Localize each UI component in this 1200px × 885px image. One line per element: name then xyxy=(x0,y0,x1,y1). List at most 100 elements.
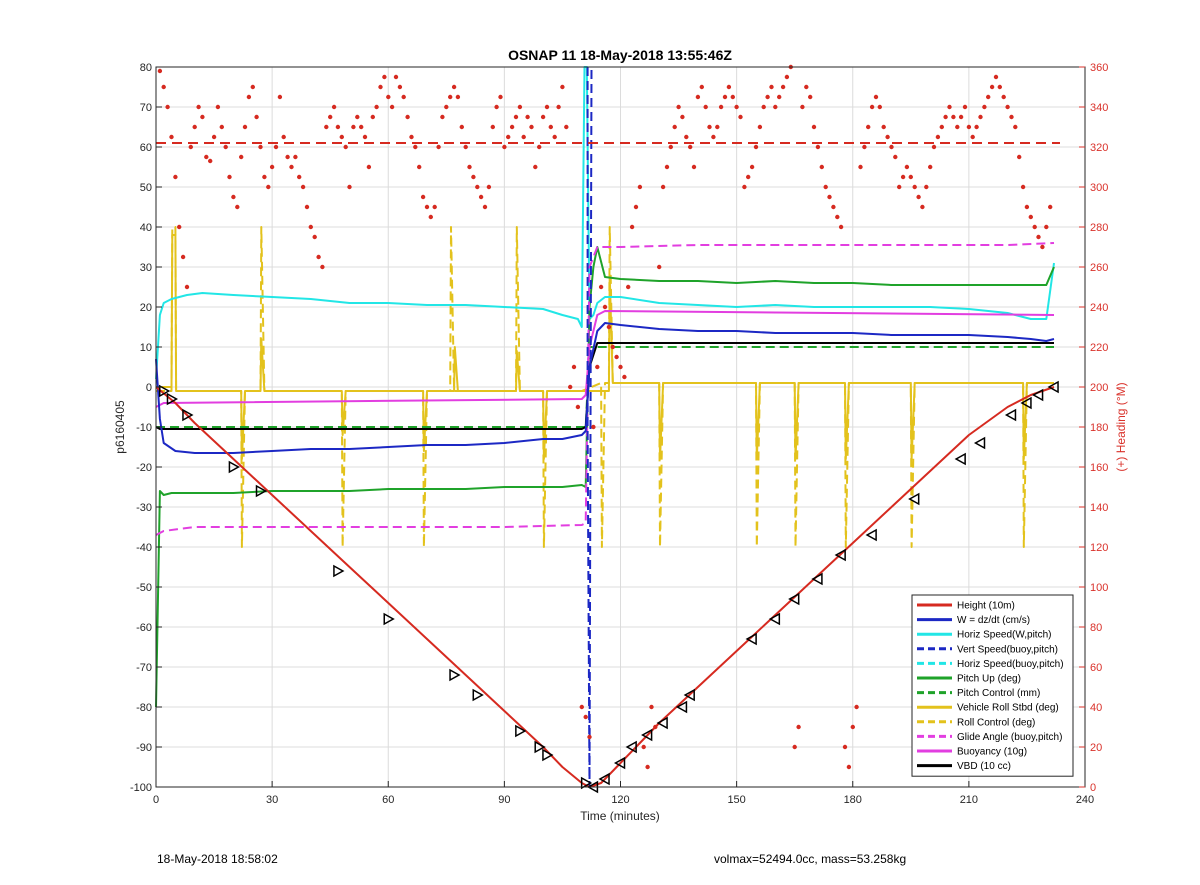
height-marker xyxy=(625,740,637,754)
heading-point xyxy=(262,174,267,180)
heading-point xyxy=(308,224,313,230)
height-marker xyxy=(534,740,546,754)
heading-point xyxy=(409,134,414,140)
heading-point xyxy=(196,104,201,110)
y-right-tick-label: 180 xyxy=(1090,422,1108,434)
x-tick-label: 0 xyxy=(153,794,159,806)
heading-point xyxy=(838,224,844,230)
heading-point xyxy=(463,144,468,150)
heading-point xyxy=(889,144,894,150)
heading-point xyxy=(749,164,755,170)
heading-point xyxy=(598,284,604,290)
legend-label: Vehicle Roll Stbd (deg) xyxy=(957,703,1059,714)
heading-point xyxy=(1024,204,1030,210)
heading-point xyxy=(417,164,422,170)
heading-point xyxy=(211,134,217,140)
heading-point xyxy=(916,194,921,200)
heading-point xyxy=(986,94,991,100)
heading-point xyxy=(467,164,472,170)
y-right-tick-label: 60 xyxy=(1090,662,1102,674)
heading-point xyxy=(320,264,325,270)
heading-point xyxy=(974,124,979,130)
heading-point xyxy=(664,164,670,170)
heading-points xyxy=(156,64,1060,770)
heading-point xyxy=(734,104,739,110)
heading-point xyxy=(900,174,906,180)
heading-point xyxy=(808,94,813,100)
heading-point xyxy=(947,104,952,110)
y-right-tick-label: 200 xyxy=(1090,382,1108,394)
legend-label: Buoyancy (10g) xyxy=(957,747,1027,758)
heading-point xyxy=(595,364,600,370)
heading-point xyxy=(939,124,944,130)
heading-point xyxy=(614,354,619,360)
heading-point xyxy=(765,94,770,100)
heading-point xyxy=(266,184,271,190)
heading-point xyxy=(432,204,437,210)
heading-point xyxy=(657,264,662,270)
height-marker xyxy=(542,748,554,762)
heading-point xyxy=(583,714,588,720)
y-tick-label: 70 xyxy=(140,102,152,114)
heading-point xyxy=(227,174,232,180)
height-marker xyxy=(656,716,668,730)
x-axis-label: Time (minutes) xyxy=(580,809,660,823)
heading-point xyxy=(997,84,1002,90)
series-line-vehicle-roll-stbd-deg xyxy=(156,234,1054,460)
heading-point xyxy=(173,174,178,180)
heading-point xyxy=(660,184,666,190)
heading-point xyxy=(339,134,344,140)
chart-title: OSNAP 11 18-May-2018 13:55:46Z xyxy=(508,47,732,63)
y-right-tick-label: 340 xyxy=(1090,102,1108,114)
heading-point xyxy=(475,184,480,190)
heading-point xyxy=(897,184,902,190)
heading-point xyxy=(192,124,197,130)
heading-point xyxy=(653,724,658,730)
heading-point xyxy=(928,164,933,170)
heading-point xyxy=(184,284,190,290)
heading-point xyxy=(1013,124,1018,130)
heading-point xyxy=(688,144,693,150)
height-marker xyxy=(973,436,986,450)
heading-point xyxy=(1032,224,1037,230)
y-right-tick-label: 220 xyxy=(1090,342,1108,354)
heading-point xyxy=(873,94,879,100)
heading-point xyxy=(757,124,763,130)
y-right-tick-label: 260 xyxy=(1090,262,1108,274)
legend-box xyxy=(911,594,1074,777)
heading-point xyxy=(862,144,867,150)
heading-point xyxy=(560,84,565,90)
height-marker xyxy=(472,688,484,702)
heading-point xyxy=(331,104,337,110)
heading-point xyxy=(645,764,650,770)
x-tick-label: 150 xyxy=(727,794,745,806)
heading-point xyxy=(993,74,999,80)
heading-point xyxy=(347,184,352,190)
x-tick-label: 90 xyxy=(498,794,510,806)
heading-point xyxy=(498,94,503,100)
heading-point xyxy=(931,144,937,150)
heading-point xyxy=(846,764,852,770)
height-marker xyxy=(954,452,966,466)
heading-point xyxy=(448,94,453,100)
heading-point xyxy=(962,104,968,110)
y-tick-label: -80 xyxy=(136,702,152,714)
height-marker xyxy=(865,528,877,542)
heading-point xyxy=(242,124,248,130)
heading-point xyxy=(393,74,399,80)
heading-point xyxy=(753,144,759,150)
heading-point xyxy=(293,154,298,160)
heading-point xyxy=(235,204,240,210)
height-marker xyxy=(228,460,240,474)
heading-point xyxy=(943,114,948,120)
heading-point xyxy=(231,194,236,200)
heading-point xyxy=(389,104,395,110)
heading-point xyxy=(680,114,685,120)
heading-point xyxy=(568,384,573,390)
heading-point xyxy=(1020,184,1026,190)
series-layer xyxy=(155,66,1055,788)
y-axis-label: p6160405 xyxy=(113,400,127,454)
y-right-tick-label: 240 xyxy=(1090,302,1108,314)
heading-point xyxy=(517,104,523,110)
heading-point xyxy=(854,704,859,710)
